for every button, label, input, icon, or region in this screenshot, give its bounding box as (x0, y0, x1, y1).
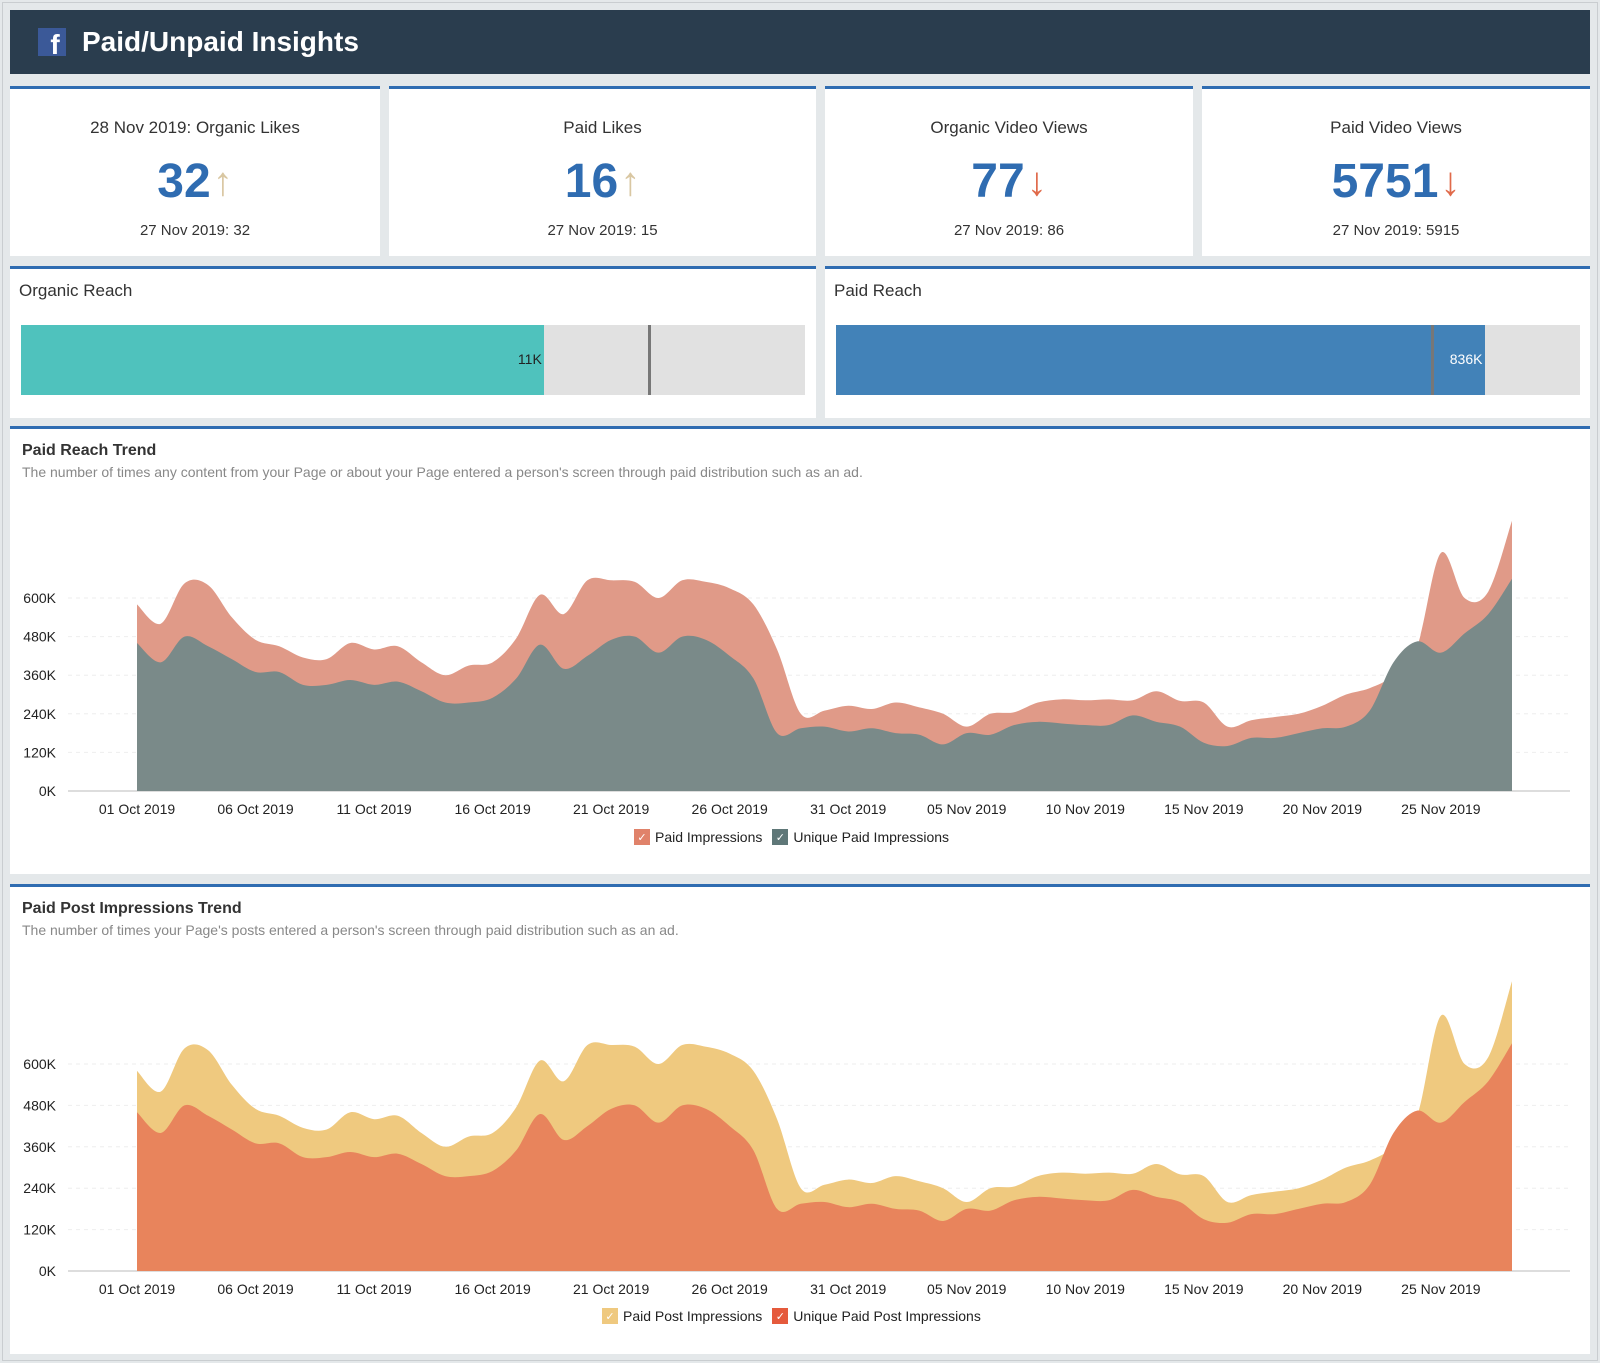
x-tick-label: 01 Oct 2019 (99, 801, 175, 817)
legend-label: Paid Impressions (655, 829, 763, 845)
x-tick-label: 11 Oct 2019 (336, 801, 411, 817)
y-tick-label: 480K (23, 1097, 56, 1113)
y-tick-label: 480K (23, 629, 56, 645)
legend-item-unique-paid-impressions[interactable]: ✓ Unique Paid Impressions (772, 829, 949, 845)
legend-check-icon: ✓ (772, 829, 789, 845)
organic-reach-bar-fill (21, 325, 544, 395)
facebook-icon: f (38, 28, 66, 56)
x-tick-label: 20 Nov 2019 (1283, 801, 1363, 817)
y-tick-label: 120K (23, 744, 56, 760)
y-tick-label: 600K (23, 590, 56, 606)
x-tick-label: 26 Oct 2019 (692, 1281, 768, 1297)
x-tick-label: 16 Oct 2019 (454, 801, 530, 817)
kpi-value: 5751 (1331, 155, 1439, 208)
x-tick-label: 25 Nov 2019 (1401, 1281, 1481, 1297)
target-marker (648, 325, 652, 395)
reach-title: Paid Reach (834, 281, 922, 300)
x-tick-label: 31 Oct 2019 (810, 801, 886, 817)
x-tick-label: 05 Nov 2019 (927, 1281, 1007, 1297)
chart-title: Paid Reach Trend (22, 442, 157, 459)
x-tick-label: 31 Oct 2019 (810, 1281, 886, 1297)
reach-value-label: 11K (517, 351, 542, 367)
y-tick-label: 360K (23, 1139, 56, 1155)
arrow-up-icon: ↑ (620, 160, 641, 204)
x-tick-label: 25 Nov 2019 (1401, 801, 1481, 817)
kpi-value: 16 (564, 155, 619, 208)
kpi-title: Organic Video Views (930, 118, 1088, 137)
kpi-title: Paid Video Views (1330, 118, 1462, 137)
x-tick-label: 15 Nov 2019 (1164, 1281, 1244, 1297)
x-tick-label: 21 Oct 2019 (573, 1281, 649, 1297)
kpi-title: 28 Nov 2019: Organic Likes (90, 118, 300, 137)
kpi-card-paid-video-views[interactable]: Paid Video Views 5751 ↓ 27 Nov 2019: 591… (1202, 86, 1590, 256)
kpi-previous: 27 Nov 2019: 32 (139, 222, 251, 239)
organic-reach-card[interactable]: Organic Reach 11K (10, 266, 816, 418)
legend-check-icon: ✓ (772, 1308, 789, 1324)
x-tick-label: 06 Oct 2019 (217, 801, 293, 817)
reach-title: Organic Reach (19, 281, 133, 300)
page-title: Paid/Unpaid Insights (82, 26, 359, 57)
x-tick-label: 10 Nov 2019 (1046, 1281, 1126, 1297)
dashboard-header: f Paid/Unpaid Insights (10, 10, 1590, 74)
paid-post-impressions-trend-card[interactable]: Paid Post Impressions Trend The number o… (10, 884, 1590, 1354)
kpi-title: Paid Likes (563, 118, 642, 137)
arrow-down-icon: ↓ (1440, 160, 1461, 204)
kpi-value: 77 (971, 155, 1025, 208)
x-tick-label: 20 Nov 2019 (1283, 1281, 1363, 1297)
chart-legend: ✓ Paid Impressions ✓ Unique Paid Impress… (634, 829, 949, 845)
legend-label: Paid Post Impressions (623, 1308, 763, 1324)
kpi-previous: 27 Nov 2019: 15 (547, 222, 658, 239)
chart-title: Paid Post Impressions Trend (22, 900, 242, 917)
chart-subtitle: The number of times your Page's posts en… (22, 922, 679, 938)
x-tick-label: 15 Nov 2019 (1164, 801, 1244, 817)
x-tick-label: 26 Oct 2019 (692, 801, 768, 817)
x-tick-label: 16 Oct 2019 (454, 1281, 530, 1297)
organic-reach-bar-track: 11K (21, 325, 805, 395)
paid-reach-bar-fill (836, 325, 1485, 395)
kpi-card-organic-video-views[interactable]: Organic Video Views 77 ↓ 27 Nov 2019: 86 (825, 86, 1193, 256)
legend-item-paid-post-impressions[interactable]: ✓ Paid Post Impressions (602, 1308, 762, 1324)
x-tick-label: 01 Oct 2019 (99, 1281, 175, 1297)
legend-label: Unique Paid Post Impressions (793, 1308, 981, 1324)
y-tick-label: 0K (39, 783, 57, 799)
paid-reach-trend-card[interactable]: Paid Reach Trend The number of times any… (10, 426, 1590, 874)
legend-item-paid-impressions[interactable]: ✓ Paid Impressions (634, 829, 762, 845)
x-tick-label: 05 Nov 2019 (927, 801, 1007, 817)
y-tick-label: 240K (23, 706, 56, 722)
legend-check-icon: ✓ (602, 1308, 618, 1324)
paid-reach-trend-chart[interactable]: 0K 120K 240K 360K 480K 600K 01 Oct 2019 06 Oct … (10, 429, 1590, 877)
x-tick-label: 21 Oct 2019 (573, 801, 649, 817)
chart-subtitle: The number of times any content from you… (22, 464, 863, 480)
kpi-previous: 27 Nov 2019: 5915 (1332, 222, 1460, 239)
area-series-1 (137, 578, 1512, 791)
area-series-1 (137, 1043, 1512, 1271)
y-tick-label: 120K (23, 1222, 56, 1238)
kpi-previous: 27 Nov 2019: 86 (953, 222, 1065, 239)
y-tick-label: 600K (23, 1056, 56, 1072)
legend-item-unique-paid-post-impressions[interactable]: ✓ Unique Paid Post Impressions (772, 1308, 981, 1324)
arrow-down-icon: ↓ (1026, 160, 1047, 204)
kpi-card-paid-likes[interactable]: Paid Likes 16 ↑ 27 Nov 2019: 15 (389, 86, 816, 256)
legend-check-icon: ✓ (634, 829, 650, 845)
kpi-value: 32 (157, 155, 211, 208)
kpi-card-organic-likes[interactable]: 28 Nov 2019: Organic Likes 32 ↑ 27 Nov 2… (10, 86, 380, 256)
x-tick-label: 10 Nov 2019 (1046, 801, 1126, 817)
arrow-up-icon: ↑ (212, 160, 233, 204)
reach-value-label: 836K (1449, 351, 1483, 367)
paid-post-impressions-trend-chart[interactable]: 0K 120K 240K 360K 480K 600K 01 Oct 2019 06 Oct … (10, 887, 1590, 1357)
x-tick-label: 06 Oct 2019 (217, 1281, 293, 1297)
target-marker (1431, 325, 1435, 395)
x-tick-label: 11 Oct 2019 (336, 1281, 411, 1297)
paid-reach-card[interactable]: Paid Reach 836K (825, 266, 1590, 418)
y-tick-label: 0K (39, 1263, 57, 1279)
chart-legend: ✓ Paid Post Impressions ✓ Unique Paid Po… (602, 1308, 981, 1324)
y-tick-label: 240K (23, 1180, 56, 1196)
y-tick-label: 360K (23, 667, 56, 683)
paid-reach-bar-track: 836K (836, 325, 1580, 395)
legend-label: Unique Paid Impressions (793, 829, 950, 845)
